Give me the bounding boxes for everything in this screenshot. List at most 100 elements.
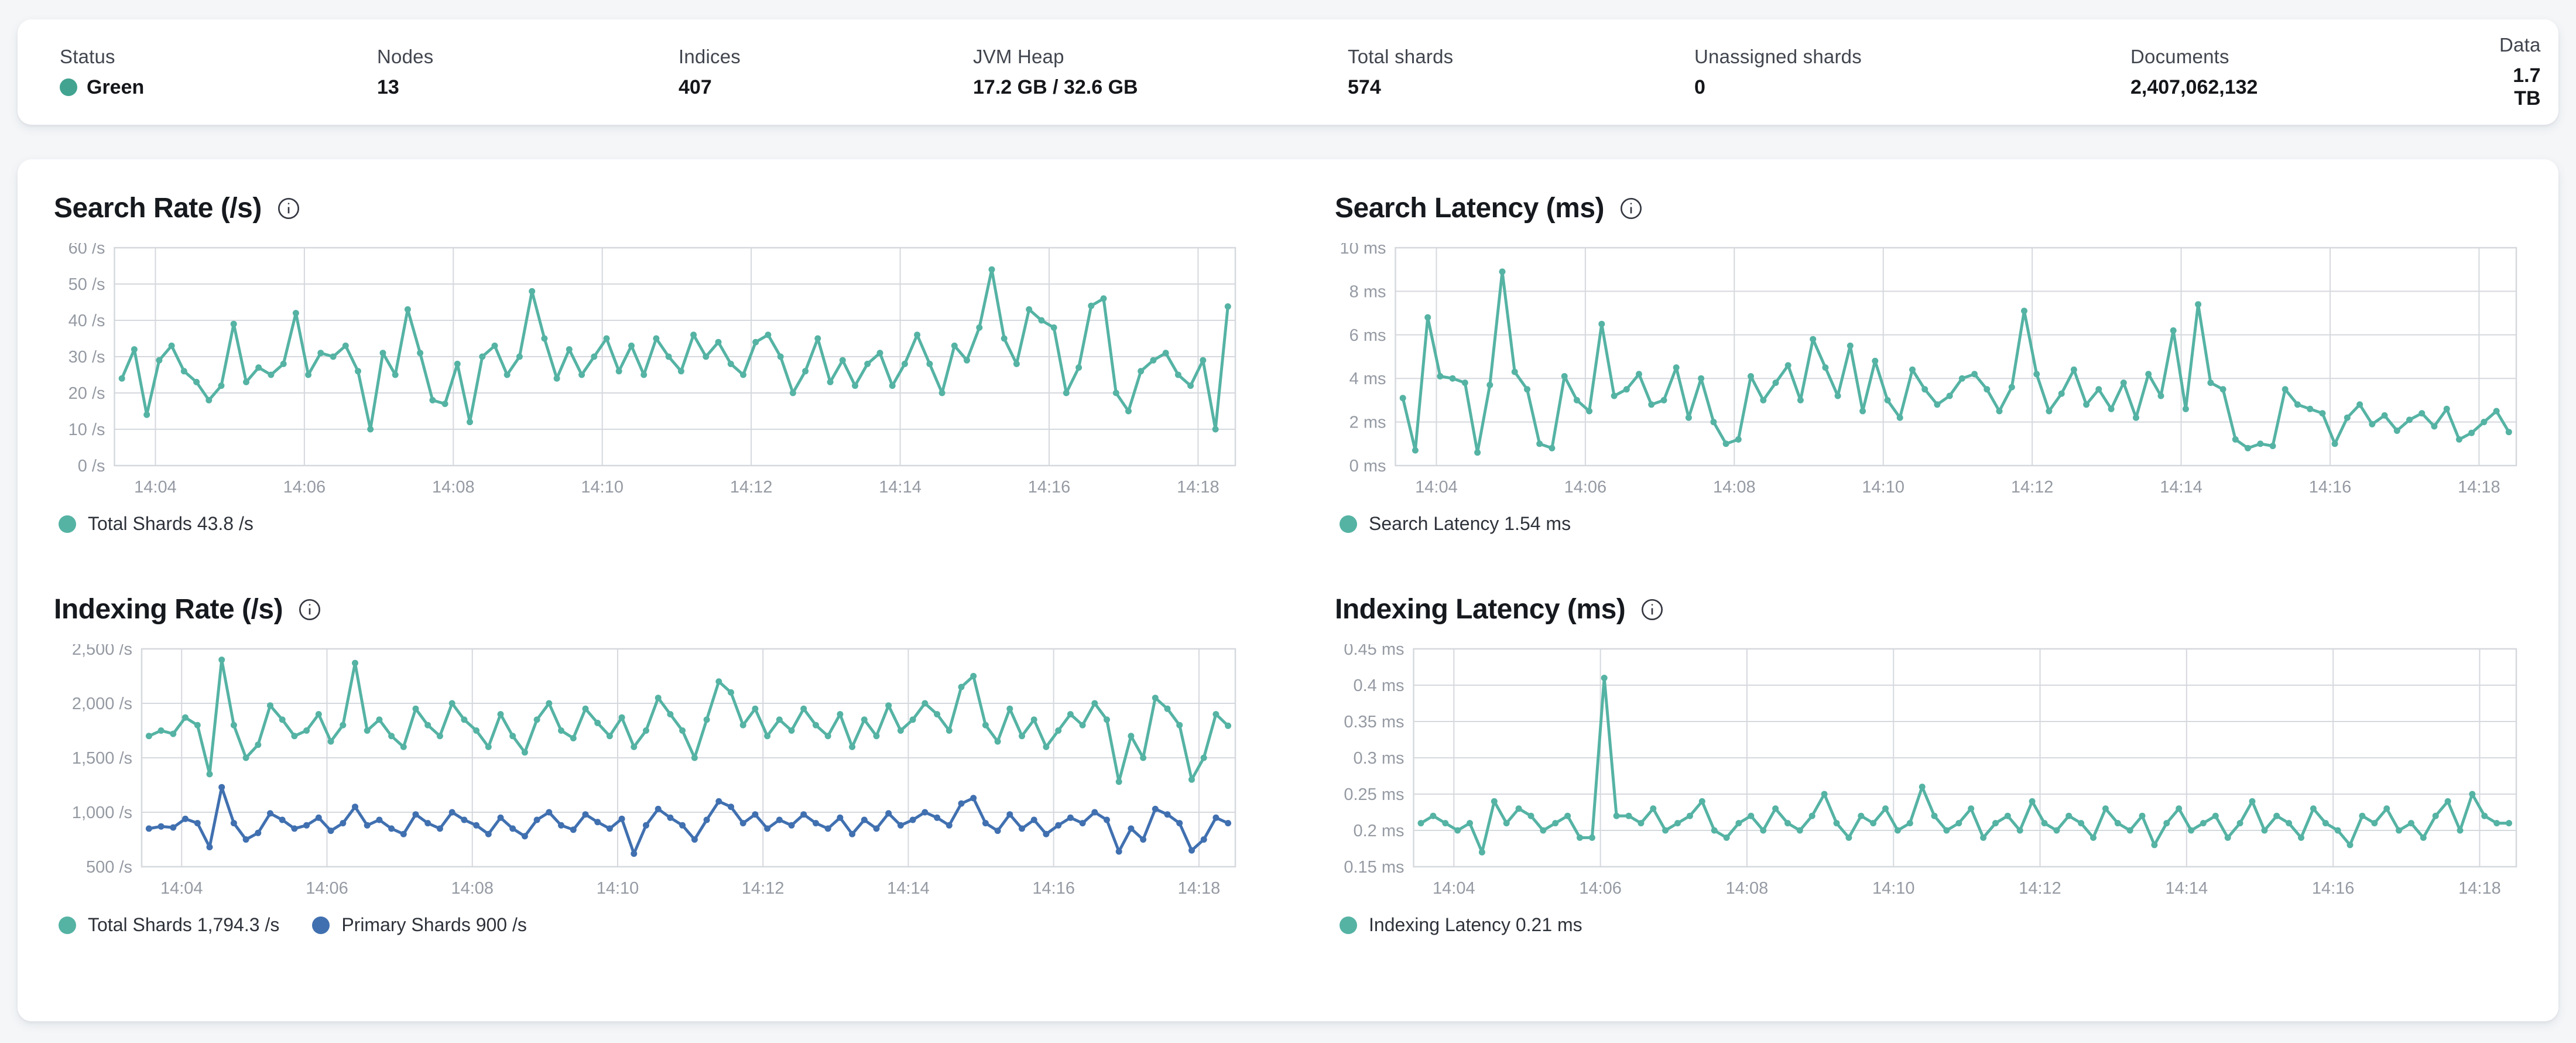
indexing-rate-title: Indexing Rate (/s): [54, 594, 283, 625]
search-rate-legend: Total Shards 43.8 /s: [54, 513, 1241, 535]
charts-grid: Search Rate (/s) 0 /s 10 /s 20 /s 30 /s 40 /…: [54, 192, 2522, 936]
stat-jvm-heap-value: 17.2 GB / 32.6 GB: [973, 76, 1138, 98]
legend-label: Total Shards 43.8 /s: [88, 513, 254, 534]
svg-text:50 /s: 50 /s: [68, 275, 105, 294]
svg-text:14:10: 14:10: [1872, 879, 1915, 898]
svg-text:8 ms: 8 ms: [1349, 282, 1386, 301]
svg-text:0.45 ms: 0.45 ms: [1344, 644, 1404, 659]
indexing-rate-chart-block: Indexing Rate (/s) 500 /s 1,000 /s 1,500 /…: [54, 593, 1241, 936]
search-latency-legend: Search Latency 1.54 ms: [1335, 513, 2522, 535]
legend-item[interactable]: Indexing Latency 0.21 ms: [1340, 914, 1582, 936]
svg-text:6 ms: 6 ms: [1349, 326, 1386, 345]
svg-text:14:12: 14:12: [730, 478, 773, 497]
search-latency-chart[interactable]: 0 ms 2 ms 4 ms 6 ms 8 ms 10 ms 14:04 14:06 14:08…: [1335, 239, 2522, 502]
stat-documents-label: Documents: [2130, 45, 2229, 67]
svg-text:14:06: 14:06: [306, 879, 348, 898]
search-rate-chart[interactable]: 0 /s 10 /s 20 /s 30 /s 40 /s 50 /s 60 /s 14:04 1…: [54, 239, 1241, 502]
legend-dot-icon: [1340, 916, 1357, 934]
svg-text:14:10: 14:10: [597, 879, 639, 898]
svg-text:14:04: 14:04: [1415, 478, 1458, 497]
svg-text:14:18: 14:18: [1178, 879, 1221, 898]
stat-nodes-value: 13: [377, 76, 399, 98]
legend-item[interactable]: Primary Shards 900 /s: [312, 914, 527, 936]
svg-text:2,500 /s: 2,500 /s: [72, 644, 132, 659]
stat-unassigned-shards-label: Unassigned shards: [1694, 45, 1862, 67]
svg-text:30 /s: 30 /s: [68, 348, 105, 367]
search-latency-chart-block: Search Latency (ms) 0 ms 2 ms 4 ms 6 ms 8 ms…: [1335, 192, 2522, 535]
svg-text:0 /s: 0 /s: [78, 457, 105, 476]
info-icon[interactable]: [277, 197, 300, 220]
stat-indices: Indices 407: [679, 46, 973, 99]
legend-label: Search Latency 1.54 ms: [1369, 513, 1571, 534]
stat-indices-value: 407: [679, 76, 712, 98]
stat-unassigned-shards-value: 0: [1694, 76, 1705, 98]
info-icon[interactable]: [1619, 197, 1643, 220]
stat-total-shards: Total shards 574: [1348, 46, 1694, 99]
svg-text:14:04: 14:04: [134, 478, 177, 497]
legend-item[interactable]: Search Latency 1.54 ms: [1340, 513, 1571, 535]
search-rate-title: Search Rate (/s): [54, 193, 262, 224]
stat-jvm-heap-label: JVM Heap: [973, 45, 1064, 67]
svg-text:20 /s: 20 /s: [68, 384, 105, 403]
stat-unassigned-shards: Unassigned shards 0: [1694, 46, 2130, 99]
svg-text:14:08: 14:08: [432, 478, 475, 497]
status-health-text: Green: [87, 76, 145, 98]
stat-data-size: Data 1.7 TB: [2499, 34, 2541, 110]
svg-text:14:10: 14:10: [1862, 478, 1904, 497]
svg-text:14:18: 14:18: [2458, 478, 2500, 497]
svg-text:14:12: 14:12: [742, 879, 785, 898]
indexing-latency-title: Indexing Latency (ms): [1335, 594, 1626, 625]
svg-text:14:08: 14:08: [1713, 478, 1756, 497]
svg-text:14:18: 14:18: [2458, 879, 2501, 898]
stat-status-value: Green: [60, 76, 377, 99]
svg-text:14:10: 14:10: [581, 478, 624, 497]
svg-text:14:12: 14:12: [2019, 879, 2061, 898]
svg-text:14:14: 14:14: [887, 879, 930, 898]
svg-text:14:04: 14:04: [160, 879, 203, 898]
indexing-latency-chart-block: Indexing Latency (ms) 0.15 ms 0.2 ms 0.25 …: [1335, 593, 2522, 936]
svg-text:60 /s: 60 /s: [68, 243, 105, 258]
stat-data-size-label: Data: [2499, 34, 2541, 56]
svg-text:14:06: 14:06: [1564, 478, 1607, 497]
legend-dot-icon: [59, 515, 76, 533]
legend-dot-icon: [59, 916, 76, 934]
svg-text:14:16: 14:16: [1028, 478, 1071, 497]
indexing-rate-chart[interactable]: 500 /s 1,000 /s 1,500 /s 2,000 /s 2,500 /s 14…: [54, 640, 1241, 904]
info-icon[interactable]: [1640, 598, 1664, 621]
svg-text:14:06: 14:06: [283, 478, 326, 497]
svg-text:4 ms: 4 ms: [1349, 370, 1386, 388]
svg-text:0.4 ms: 0.4 ms: [1353, 676, 1404, 695]
stat-nodes-label: Nodes: [377, 45, 434, 67]
indexing-rate-legend: Total Shards 1,794.3 /s Primary Shards 9…: [54, 914, 1241, 936]
svg-text:500 /s: 500 /s: [86, 858, 132, 877]
svg-text:40 /s: 40 /s: [68, 312, 105, 330]
legend-label: Total Shards 1,794.3 /s: [88, 914, 280, 935]
search-latency-title: Search Latency (ms): [1335, 193, 1605, 224]
status-health-dot-icon: [60, 78, 77, 96]
stat-indices-label: Indices: [679, 45, 741, 67]
indexing-latency-chart[interactable]: 0.15 ms 0.2 ms 0.25 ms 0.3 ms 0.35 ms 0.4 ms 0…: [1335, 640, 2522, 904]
svg-text:2,000 /s: 2,000 /s: [72, 695, 132, 713]
svg-text:14:04: 14:04: [1433, 879, 1475, 898]
svg-text:0 ms: 0 ms: [1349, 457, 1386, 476]
svg-text:2 ms: 2 ms: [1349, 413, 1386, 432]
svg-text:0.15 ms: 0.15 ms: [1344, 858, 1404, 877]
legend-item[interactable]: Total Shards 43.8 /s: [59, 513, 254, 535]
svg-text:0.3 ms: 0.3 ms: [1353, 749, 1404, 768]
stat-jvm-heap: JVM Heap 17.2 GB / 32.6 GB: [973, 46, 1348, 99]
info-icon[interactable]: [298, 598, 321, 621]
svg-text:0.25 ms: 0.25 ms: [1344, 785, 1404, 804]
svg-text:10 /s: 10 /s: [68, 420, 105, 439]
search-rate-chart-block: Search Rate (/s) 0 /s 10 /s 20 /s 30 /s 40 /…: [54, 192, 1241, 535]
stat-nodes: Nodes 13: [377, 46, 679, 99]
svg-text:14:06: 14:06: [1579, 879, 1622, 898]
svg-text:14:08: 14:08: [1726, 879, 1769, 898]
legend-label: Indexing Latency 0.21 ms: [1369, 914, 1582, 935]
svg-text:10 ms: 10 ms: [1340, 243, 1386, 258]
indexing-latency-legend: Indexing Latency 0.21 ms: [1335, 914, 2522, 936]
stat-total-shards-value: 574: [1348, 76, 1381, 98]
cluster-status-bar: Status Green Nodes 13 Indices 407 JVM He…: [18, 19, 2558, 125]
svg-text:0.35 ms: 0.35 ms: [1344, 713, 1404, 731]
svg-text:14:12: 14:12: [2011, 478, 2054, 497]
legend-item[interactable]: Total Shards 1,794.3 /s: [59, 914, 279, 936]
